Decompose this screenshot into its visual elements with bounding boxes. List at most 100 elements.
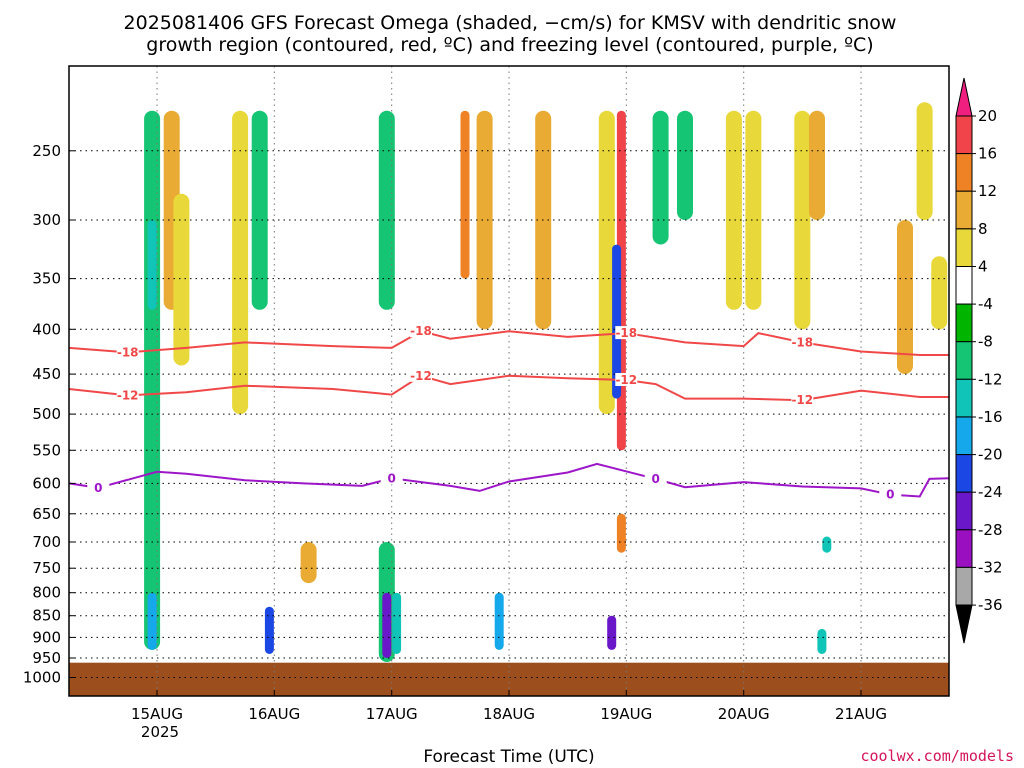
plot-area: -18 -18 -18 -18 -12 -12 -12 -12 0 0 0 0 (68, 65, 950, 697)
chart-title-line-2: growth region (contoured, red, ºC) and f… (146, 34, 873, 56)
colorbar-label: -16 (978, 408, 1003, 426)
y-tick-label: 500 (32, 405, 61, 423)
y-tick-label: 400 (32, 320, 61, 338)
omega-shaded-region (173, 193, 190, 366)
colorbar-label: 4 (978, 258, 988, 276)
colorbar-swatch (955, 566, 973, 606)
contour-label: -18 (791, 335, 813, 349)
omega-shaded-region (607, 615, 617, 650)
contour-label-background (791, 335, 814, 349)
y-tick-label: 300 (32, 211, 61, 229)
y-tick-label: 750 (32, 559, 61, 577)
omega-shaded-region (794, 110, 811, 330)
colorbar-label: 12 (978, 182, 997, 200)
x-tick-label: 21AUG (835, 705, 887, 723)
x-tick-label: 18AUG (483, 705, 535, 723)
contour-label: -12 (117, 388, 139, 402)
x-tick-label: 20AUG (718, 705, 770, 723)
y-tick-label: 700 (32, 533, 61, 551)
contour-label-background (615, 326, 638, 340)
omega-shaded-region (725, 110, 742, 310)
contour-label: -12 (410, 369, 432, 383)
omega-shaded-region (476, 110, 493, 330)
x-tick-label: 16AUG (248, 705, 300, 723)
contour-label: -12 (615, 373, 637, 387)
omega-shaded-region (460, 110, 470, 279)
y-tick-label: 1000 (23, 669, 61, 687)
contour-line (68, 462, 950, 498)
y-tick-label: 850 (32, 607, 61, 625)
colorbar-swatch (955, 303, 973, 343)
y-tick-label: 800 (32, 584, 61, 602)
colorbar-label: -4 (978, 295, 993, 313)
colorbar-label: 8 (978, 220, 988, 238)
x-tick-label: 19AUG (600, 705, 652, 723)
colorbar-label: 20 (978, 107, 997, 125)
y-tick-label: 550 (32, 441, 61, 459)
contour-label-background (791, 393, 814, 407)
colorbar-label: -24 (978, 483, 1003, 501)
x-tick-label: 17AUG (366, 705, 418, 723)
omega-shaded-region (652, 110, 669, 245)
contour-label-background (410, 368, 432, 382)
colorbar-label: -20 (978, 446, 1003, 464)
colorbar-swatch (955, 266, 973, 305)
chart-title-line-1: 2025081406 GFS Forecast Omega (shaded, −… (124, 12, 897, 34)
x-axis-year-label: 2025 (141, 723, 179, 741)
contour-label-background (116, 345, 139, 359)
colorbar-max-triangle (955, 77, 973, 117)
omega-shaded-region (916, 102, 933, 220)
x-tick-label: 15AUG (131, 705, 183, 723)
omega-shaded-region (147, 592, 157, 650)
y-axis: 250 300 350 400 450 500 550 600 650 700 750 800 850 9… (23, 142, 75, 687)
colorbar-swatch (955, 341, 973, 380)
contour-label: -18 (410, 324, 432, 338)
colorbar: 20 16 12 8 4 -4 -8 -12 -16 -20 -24 -28 -32 -36 (955, 77, 1003, 644)
colorbar-swatch (955, 454, 973, 493)
omega-shaded-region (378, 110, 395, 310)
contour-layer: -18 -18 -18 -18 -12 -12 -12 -12 0 0 0 0 (68, 324, 950, 502)
omega-shaded-region (745, 110, 762, 310)
colorbar-label: 16 (978, 145, 997, 163)
contour-label: 0 (886, 488, 894, 502)
omega-shaded-region (382, 592, 392, 658)
contour-label-background (116, 388, 139, 402)
colorbar-label: -8 (978, 333, 993, 351)
colorbar-label: -32 (978, 558, 1003, 576)
contour-label-background (410, 324, 432, 338)
y-tick-label: 600 (32, 474, 61, 492)
grid-layer (69, 66, 949, 696)
contour-label: 0 (94, 481, 102, 495)
omega-shaded-region (251, 110, 268, 310)
omega-shaded-region (147, 220, 157, 310)
omega-shaded-region (392, 592, 402, 654)
y-tick-label: 250 (32, 142, 61, 160)
omega-shaded-region (677, 110, 693, 220)
contour-label-background (644, 471, 667, 485)
omega-shaded-region (598, 110, 615, 415)
contour-label: -18 (117, 345, 139, 359)
colorbar-swatch (955, 529, 973, 568)
x-axis: 15AUG 16AUG 17AUG 18AUG 19AUG 20AUG 21AUG (131, 690, 887, 723)
colorbar-swatch (955, 153, 973, 192)
colorbar-swatch (955, 228, 973, 267)
colorbar-swatch (955, 190, 973, 230)
omega-shaded-region (494, 592, 504, 650)
omega-shaded-region (931, 256, 948, 330)
contour-label-background (615, 373, 638, 386)
contour-label-background (87, 480, 110, 494)
omega-shading-layer (144, 102, 948, 662)
x-axis-title: Forecast Time (UTC) (423, 747, 594, 767)
credit-text: coolwx.com/models (860, 747, 1014, 765)
colorbar-swatch (955, 115, 973, 155)
contour-label-background (879, 487, 902, 501)
contour-label: 0 (652, 472, 660, 486)
omega-shaded-region (817, 628, 827, 654)
omega-shaded-region (264, 606, 274, 654)
omega-shaded-region (144, 110, 161, 650)
y-tick-label: 650 (32, 505, 61, 523)
omega-shaded-region (809, 110, 825, 220)
colorbar-swatch (955, 416, 973, 456)
omega-shaded-region (300, 542, 317, 584)
